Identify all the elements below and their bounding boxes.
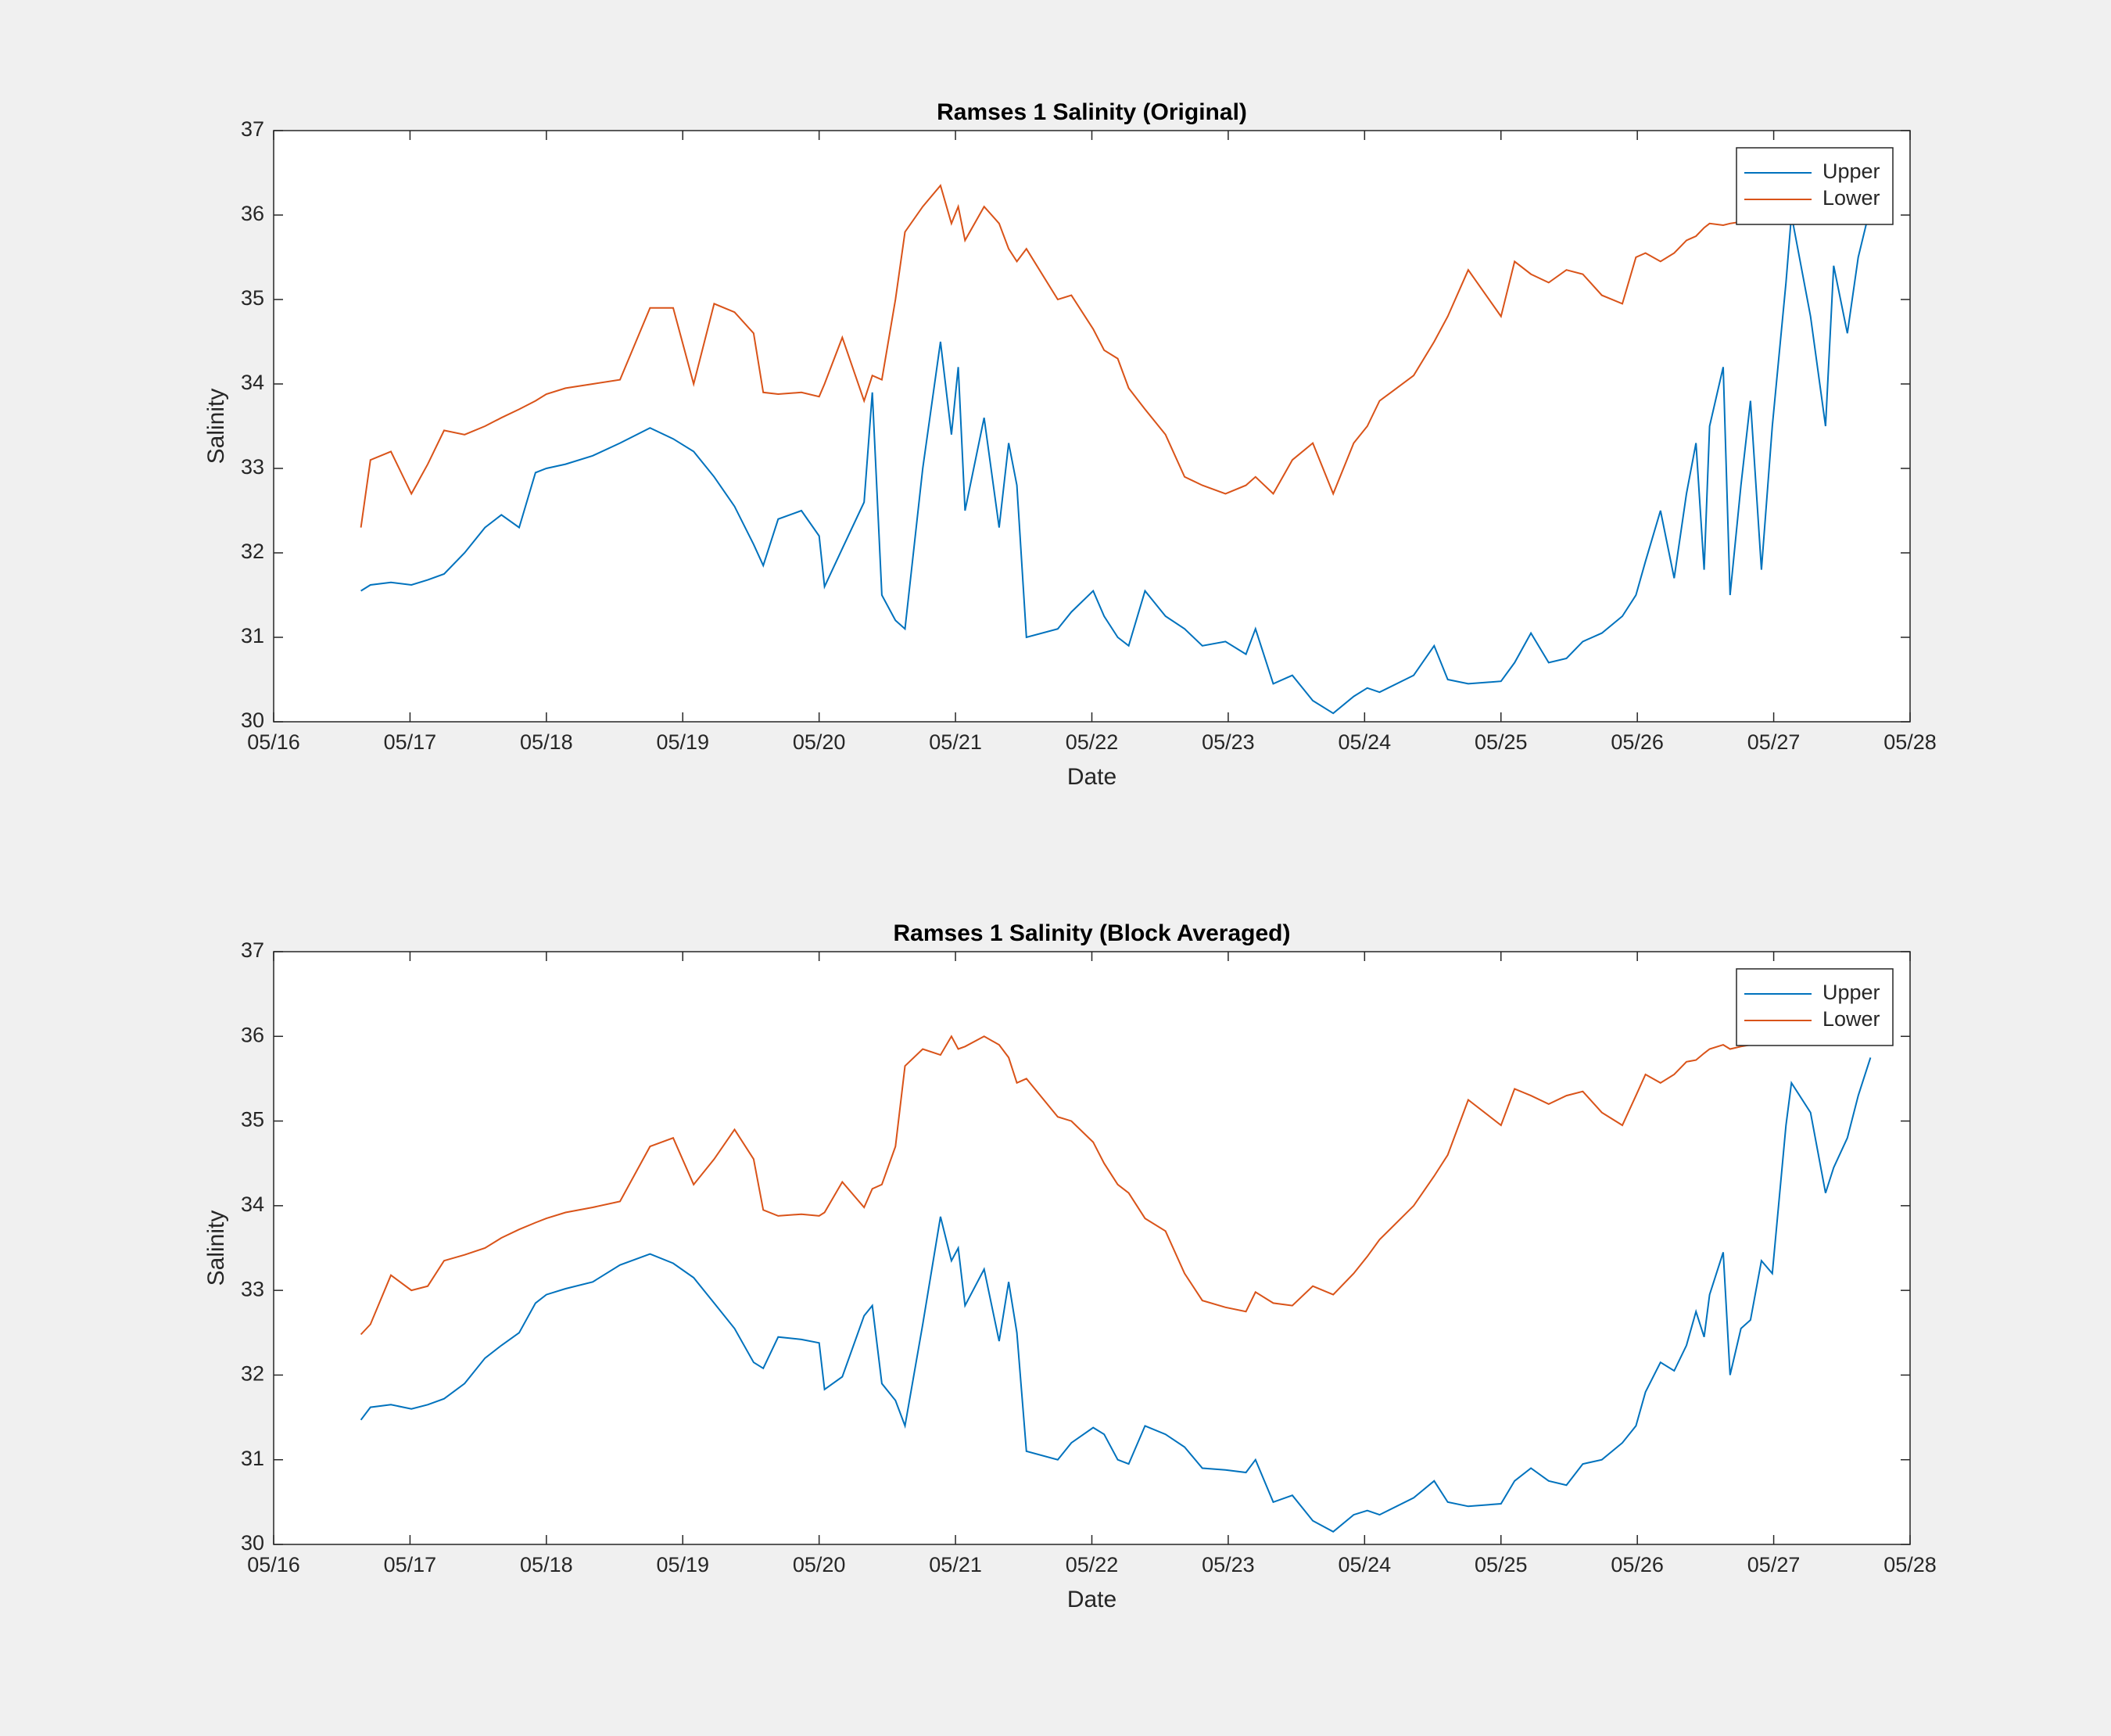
legend-label: Upper (1822, 981, 1880, 1004)
y-axis-label: Salinity (203, 1211, 229, 1286)
x-tick-label: 05/18 (520, 1553, 573, 1576)
x-tick-label: 05/24 (1339, 1553, 1392, 1576)
y-tick-label: 32 (241, 540, 264, 563)
y-tick-label: 32 (241, 1362, 264, 1386)
y-tick-label: 36 (241, 1023, 264, 1046)
x-tick-label: 05/23 (1202, 730, 1255, 754)
legend-label: Lower (1822, 186, 1880, 210)
x-tick-label: 05/19 (656, 1553, 709, 1576)
x-tick-label: 05/20 (793, 730, 846, 754)
y-tick-label: 35 (241, 1108, 264, 1132)
x-tick-label: 05/25 (1475, 730, 1528, 754)
legend-box (1736, 147, 1894, 225)
x-tick-label: 05/19 (656, 730, 709, 754)
y-tick-label: 30 (241, 708, 264, 732)
x-tick-label: 05/27 (1747, 730, 1801, 754)
y-tick-label: 35 (241, 286, 264, 310)
x-tick-label: 05/22 (1066, 1553, 1119, 1576)
x-tick-label: 05/26 (1611, 730, 1664, 754)
series-line (360, 1057, 1872, 1533)
x-tick-label: 05/22 (1066, 730, 1119, 754)
x-axis-label: Date (1067, 1587, 1116, 1612)
x-tick-label: 05/17 (384, 1553, 437, 1576)
x-tick-label: 05/21 (929, 1553, 982, 1576)
series-line (360, 206, 1872, 715)
y-tick-label: 33 (241, 1277, 264, 1300)
x-tick-label: 05/27 (1747, 1553, 1801, 1576)
plot-area (274, 131, 1910, 722)
y-tick-label: 37 (241, 117, 264, 141)
y-tick-label: 36 (241, 202, 264, 225)
series-line (360, 184, 1811, 528)
axes-box (273, 951, 1911, 1545)
x-tick-label: 05/28 (1883, 730, 1937, 754)
chart-title: Ramses 1 Salinity (Original) (937, 99, 1247, 125)
y-tick-label: 34 (241, 1193, 264, 1216)
y-tick-label: 33 (241, 455, 264, 479)
legend-label: Lower (1822, 1007, 1880, 1031)
y-tick-label: 31 (241, 624, 264, 647)
legend-box (1736, 968, 1894, 1046)
y-tick-label: 30 (241, 1531, 264, 1555)
x-tick-label: 05/16 (247, 1553, 300, 1576)
x-tick-label: 05/26 (1611, 1553, 1664, 1576)
x-tick-label: 05/17 (384, 730, 437, 754)
series-line (360, 1031, 1811, 1336)
y-axis-label: Salinity (203, 389, 229, 464)
x-tick-label: 05/24 (1339, 730, 1392, 754)
x-tick-label: 05/25 (1475, 1553, 1528, 1576)
y-tick-label: 37 (241, 938, 264, 962)
plot-area (274, 952, 1910, 1544)
x-tick-label: 05/20 (793, 1553, 846, 1576)
legend-label: Upper (1822, 160, 1880, 183)
chart-title: Ramses 1 Salinity (Block Averaged) (894, 920, 1291, 946)
x-tick-label: 05/18 (520, 730, 573, 754)
y-tick-label: 31 (241, 1447, 264, 1470)
axes-box (273, 130, 1911, 723)
y-tick-label: 34 (241, 371, 264, 394)
x-tick-label: 05/28 (1883, 1553, 1937, 1576)
x-tick-label: 05/23 (1202, 1553, 1255, 1576)
x-axis-label: Date (1067, 764, 1116, 790)
x-tick-label: 05/16 (247, 730, 300, 754)
x-tick-label: 05/21 (929, 730, 982, 754)
